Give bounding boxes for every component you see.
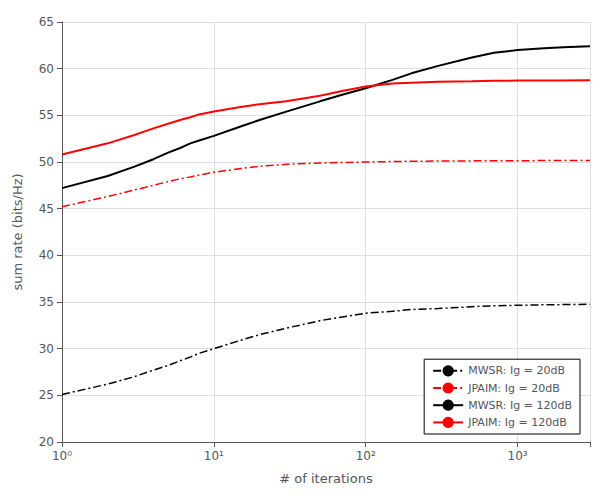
svg-text:65: 65 <box>39 15 54 29</box>
svg-text:30: 30 <box>39 342 54 356</box>
svg-text:50: 50 <box>39 155 54 169</box>
svg-text:MWSR: Ig = 120dB: MWSR: Ig = 120dB <box>468 399 572 412</box>
svg-text:40: 40 <box>39 248 54 262</box>
svg-text:10¹: 10¹ <box>204 449 224 463</box>
svg-text:45: 45 <box>39 202 54 216</box>
svg-text:55: 55 <box>39 108 54 122</box>
svg-text:sum rate (bits/Hz): sum rate (bits/Hz) <box>10 173 25 290</box>
svg-text:60: 60 <box>39 62 54 76</box>
svg-text:25: 25 <box>39 388 54 402</box>
svg-text:10⁰: 10⁰ <box>52 449 72 463</box>
svg-text:JPAIM: Ig = 20dB: JPAIM: Ig = 20dB <box>467 382 560 395</box>
svg-text:# of iterations: # of iterations <box>279 471 373 486</box>
svg-text:JPAIM: Ig = 120dB: JPAIM: Ig = 120dB <box>467 416 567 429</box>
svg-text:20: 20 <box>39 435 54 449</box>
svg-text:35: 35 <box>39 295 54 309</box>
svg-text:10³: 10³ <box>508 449 528 463</box>
svg-text:MWSR: Ig = 20dB: MWSR: Ig = 20dB <box>468 364 565 377</box>
svg-text:10²: 10² <box>356 449 376 463</box>
